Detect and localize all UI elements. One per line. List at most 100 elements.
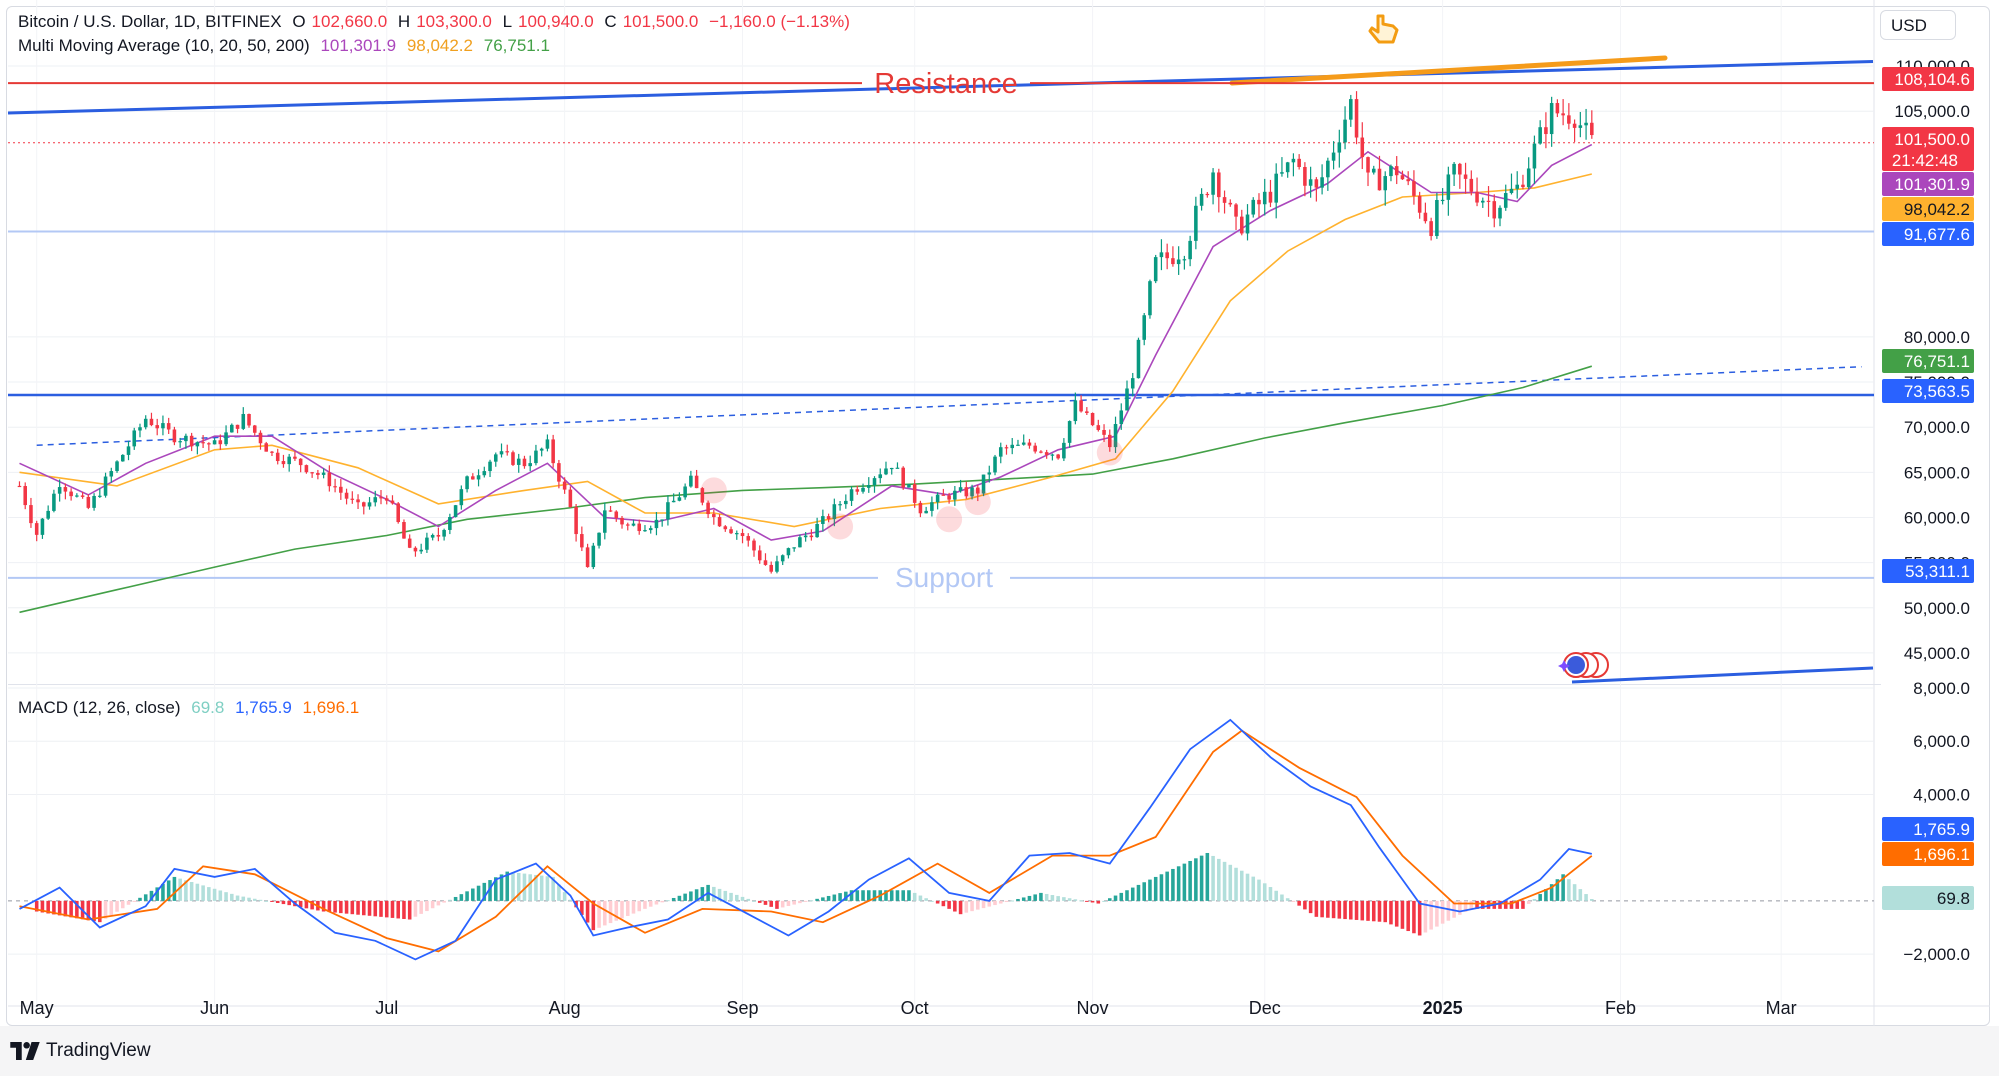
macd-hist-bar [1463,900,1468,912]
macd-label[interactable]: MACD (12, 26, close) [18,698,181,717]
chart-canvas[interactable]: 110,000.0105,000.080,000.075,000.070,000… [0,0,1999,1026]
highlight-segment [1229,55,1668,86]
candle-body [1039,451,1043,453]
macd-value-label-text: 1,765.9 [1913,820,1970,839]
candle-body [620,517,624,525]
candle-body [786,548,791,556]
candle-body [958,487,963,491]
symbol-title[interactable]: Bitcoin / U.S. Dollar, 1D, BITFINEX [18,12,282,31]
macd-hist-bar [1085,900,1089,902]
time-tick-label: Mar [1766,998,1797,1018]
macd-hist-bar [947,900,951,909]
candle [453,504,458,518]
candle-body [1125,388,1129,411]
macd-hist-bar [930,900,934,902]
candle [981,474,986,497]
macd-hist-bar [918,895,923,901]
macd-hist-bar [981,900,986,909]
candle [1446,166,1451,216]
macd-tick-label: 4,000.0 [1913,785,1970,804]
candle [958,479,963,493]
macd-hist-bar [1245,873,1250,901]
candle [1343,106,1347,150]
candle-body [1148,281,1152,316]
highlight-marker [936,506,963,533]
candle-body [362,502,366,507]
candle-body [1521,184,1525,188]
time-tick-label: Aug [549,998,581,1018]
candle-body [574,507,578,535]
candle [316,469,320,480]
candle [86,494,91,510]
candle [620,515,624,529]
candle [201,435,205,449]
candle [895,462,900,469]
macd-hist-bar [1326,900,1330,918]
macd-hist-bar [591,900,596,931]
candle-body [356,499,360,503]
macd-hist-bar [608,900,613,924]
ma-label[interactable]: Multi Moving Average (10, 20, 50, 200) [18,36,310,55]
l-label: L [502,12,513,31]
candle [1234,203,1238,231]
candle [1016,439,1020,446]
candle-body [809,535,814,538]
candle-body [712,514,716,518]
candle-body [390,500,395,504]
macd-hist-bar [287,900,291,906]
macd-hist-bar [1343,900,1347,920]
candle [1153,254,1158,284]
candle-body [339,486,343,493]
candle [614,510,619,522]
candle [270,450,274,456]
candle [207,442,211,451]
price-label-text: 53,311.1 [1905,562,1970,581]
candle-body [448,517,452,530]
candle [224,425,228,447]
candle-body [844,500,848,505]
macd-hist-bar [1446,900,1451,921]
candle-body [1544,127,1548,135]
macd-hist-bar [528,874,532,901]
macd-hist-bar [499,874,504,901]
price-tick-label: 65,000.0 [1904,463,1970,482]
candle [712,509,716,525]
candle [1297,154,1301,170]
ohlc-low: L 100,940.0 [503,12,594,31]
macd-hist-bar [505,871,510,901]
macd-hist-bar [522,873,527,901]
candle-body [545,439,550,449]
candle [252,424,257,436]
time-tick-label: Feb [1605,998,1636,1018]
chart-frame [6,6,1990,1026]
candle [568,486,573,508]
macd-hist-bar [356,900,360,915]
currency-selector[interactable]: USD [1880,10,1956,40]
macd-hist-bar [1148,879,1152,901]
macd-hist-bar [252,898,257,901]
brand-logo[interactable]: TradingView [10,1040,151,1062]
candle [1033,442,1037,454]
candle [436,527,441,542]
candle [247,413,251,428]
candle [264,441,269,452]
candle-body [935,494,940,503]
candle-body [350,498,355,500]
candle-body [1280,172,1284,174]
macd-hist-bar [1050,895,1055,901]
candle-body [838,504,842,506]
candle [310,471,314,478]
candle-body [75,495,79,497]
candle-body [970,487,974,497]
candle [442,528,446,541]
macd-hist-bar [138,897,142,901]
candle [258,430,263,450]
candle-body [98,495,102,497]
macd-hist-bar [1475,900,1479,909]
candle-body [201,442,205,444]
candle [499,443,504,458]
candle-body [1526,168,1531,188]
candle-body [964,487,969,497]
candle-body [1067,421,1072,443]
candle [1291,153,1296,177]
